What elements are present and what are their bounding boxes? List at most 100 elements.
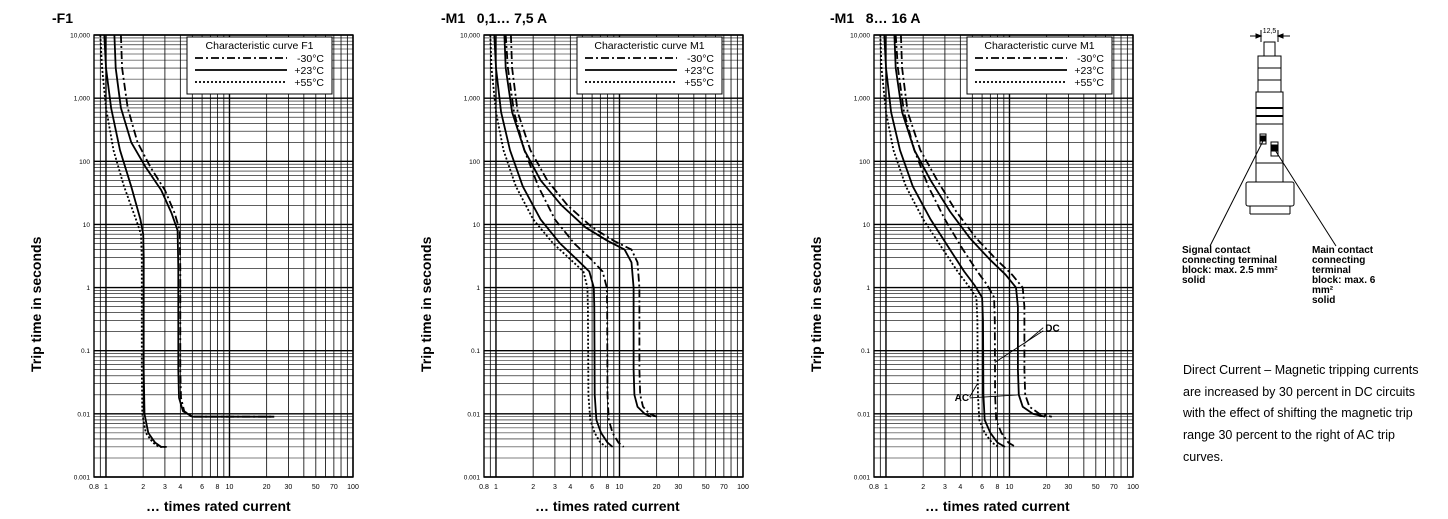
y-tick-label: 10,000: [460, 33, 480, 40]
legend-entry: +23°C: [1074, 65, 1104, 77]
x-tick-label: 70: [720, 484, 728, 491]
x-tick-label: 10: [616, 484, 624, 491]
chart-plot-m1-low: 0.8 1 2 3 4 6 8 10 20 30 50 70 100 10,000 1,000 100 10 1 0…: [460, 33, 749, 492]
curve-series: [99, 34, 165, 448]
y-tick-label: 1: [86, 285, 90, 292]
x-tick-label: 3: [943, 484, 947, 491]
y-tick-label: 0.001: [74, 475, 91, 482]
x-tick-label: 2: [531, 484, 535, 491]
y-tick-label: 100: [79, 159, 90, 166]
x-tick-label: 0.8: [869, 484, 879, 491]
x-tick-label: 1: [494, 484, 498, 491]
legend-entry: +55°C: [1074, 77, 1104, 89]
curve-series: [900, 34, 1052, 418]
x-tick-label: 20: [263, 484, 271, 491]
x-tick-label: 2: [141, 484, 145, 491]
dimension-label: 12,5: [1263, 28, 1277, 35]
x-tick-label: 20: [653, 484, 661, 491]
x-tick-label: 50: [312, 484, 320, 491]
ac-leader: [969, 394, 1018, 399]
panel-title: -M1 8… 16 A: [830, 10, 921, 26]
x-tick-label: 4: [568, 484, 572, 491]
y-tick-label: 0.01: [467, 411, 480, 418]
x-tick-label: 6: [590, 484, 594, 491]
plot-frame: [873, 34, 1134, 478]
curve-series: [883, 34, 1006, 448]
y-tick-label: 0.1: [471, 348, 480, 355]
y-tick-label: 10: [83, 222, 91, 229]
x-tick-label: 0.8: [479, 484, 489, 491]
x-tick-label: 1: [104, 484, 108, 491]
curve-series: [879, 34, 1000, 448]
y-tick-label: 1,000: [854, 96, 871, 103]
y-tick-label: 1: [866, 285, 870, 292]
chart-panel-f1: -F1 Trip time in seconds … times rated c…: [0, 0, 359, 519]
curve-series: [504, 34, 625, 448]
legend-entry: +55°C: [684, 77, 714, 89]
dc-description: Direct Current – Magnetic tripping curre…: [1183, 363, 1419, 464]
x-tick-label: 4: [958, 484, 962, 491]
curve-series: [493, 34, 614, 448]
x-tick-label: 8: [606, 484, 610, 491]
y-tick-label: 10,000: [70, 33, 90, 40]
x-tick-label: 8: [216, 484, 220, 491]
x-tick-label: 8: [996, 484, 1000, 491]
x-tick-label: 20: [1043, 484, 1051, 491]
curve-series: [894, 34, 1017, 448]
device-drawing: 12,5 Signal contact connecting terminal …: [1180, 28, 1380, 308]
plot-frame: [483, 34, 744, 478]
x-tick-label: 10: [1006, 484, 1014, 491]
x-tick-label: 2: [921, 484, 925, 491]
legend-entry: -30°C: [297, 53, 324, 65]
ac-label: AC: [955, 393, 969, 404]
x-tick-label: 30: [1065, 484, 1073, 491]
legend-entry: +23°C: [294, 65, 324, 77]
grid: [483, 34, 744, 478]
y-tick-label: 0.01: [77, 411, 90, 418]
legend-entry: +23°C: [684, 65, 714, 77]
y-tick-label: 100: [859, 159, 870, 166]
y-tick-label: 1: [476, 285, 480, 292]
chart-panel-m1-high: -M1 8… 16 A Trip time in seconds … times…: [780, 0, 1139, 519]
y-tick-label: 10: [473, 222, 481, 229]
dc-label: DC: [1045, 324, 1059, 335]
signal-contact-note: Signal contact connecting terminal block…: [1182, 245, 1278, 286]
panel-title: -M1 0,1… 7,5 A: [441, 10, 548, 26]
curve-series: [120, 34, 275, 418]
x-tick-label: 30: [285, 484, 293, 491]
curve-series: [489, 34, 607, 448]
y-tick-label: 0.1: [861, 348, 870, 355]
curve-series: [893, 34, 1046, 418]
legend-box: [966, 36, 1113, 95]
grid: [873, 34, 1134, 478]
legend-box: [186, 36, 333, 95]
legend-entry: -30°C: [687, 53, 714, 65]
legend-title: Characteristic curve F1: [206, 40, 314, 52]
y-tick-label: 1,000: [74, 96, 91, 103]
y-tick-label: 100: [469, 159, 480, 166]
ac-leader: [969, 383, 978, 398]
panel-title: -F1: [52, 10, 73, 26]
x-tick-label: 1: [884, 484, 888, 491]
main-contact-note: Main contact connecting terminal block: …: [1312, 245, 1376, 306]
y-tick-label: 0.001: [854, 475, 871, 482]
x-tick-label: 100: [737, 484, 749, 491]
y-tick-label: 0.1: [81, 348, 90, 355]
x-axis-label: … times rated current: [925, 498, 1070, 514]
x-tick-label: 4: [178, 484, 182, 491]
x-axis-label: … times rated current: [146, 498, 291, 514]
y-tick-label: 1,000: [464, 96, 481, 103]
y-tick-label: 10: [863, 222, 871, 229]
legend-title: Characteristic curve M1: [594, 40, 704, 52]
plot-frame: [93, 34, 354, 478]
y-tick-label: 10,000: [850, 33, 870, 40]
chart-plot-f1: 0.8 1 2 3 4 6 8 10 20 30 50 70 100 10,000 1,000 100 10 1 0…: [70, 33, 359, 492]
grid: [93, 34, 354, 478]
y-tick-label: 0.001: [464, 475, 481, 482]
x-tick-label: 3: [163, 484, 167, 491]
x-tick-label: 6: [980, 484, 984, 491]
circuit-breaker-drawing: 12,5: [1209, 28, 1337, 247]
x-tick-label: 30: [675, 484, 683, 491]
x-tick-label: 6: [200, 484, 204, 491]
curve-series: [113, 34, 275, 418]
